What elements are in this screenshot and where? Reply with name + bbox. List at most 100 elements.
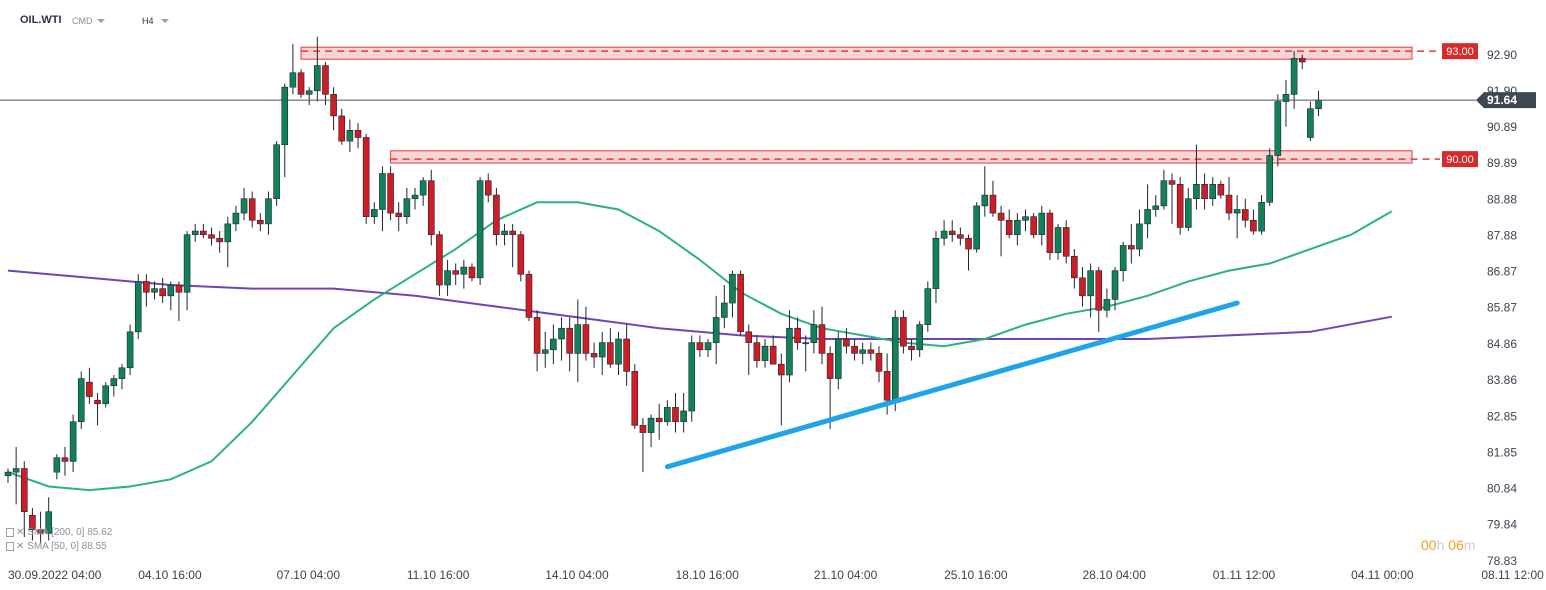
candle-body: [468, 266, 476, 279]
candle: [696, 335, 704, 357]
candle: [1119, 241, 1127, 282]
candle-body: [86, 381, 93, 397]
y-tick-label: 79.84: [1487, 518, 1517, 532]
candle: [94, 392, 101, 426]
candle: [1274, 94, 1282, 167]
x-tick-label: 25.10 16:00: [944, 568, 1008, 582]
symbol-name[interactable]: OIL.WTI: [20, 14, 62, 26]
close-icon[interactable]: ✕: [16, 541, 25, 552]
candle: [908, 339, 915, 361]
candle-body: [525, 273, 533, 318]
candle: [61, 446, 69, 476]
candle-body: [680, 410, 687, 423]
candle-body: [134, 281, 142, 333]
candle: [370, 202, 378, 224]
candle-body: [574, 324, 582, 354]
candle: [794, 317, 801, 350]
candle-body: [948, 230, 956, 235]
candle: [973, 202, 980, 253]
level-badge-label: 90.00: [1446, 154, 1474, 166]
support-trendline: [664, 300, 1240, 470]
y-tick-label: 89.89: [1487, 156, 1517, 170]
candle-body: [1005, 219, 1013, 235]
candle-body: [655, 417, 663, 423]
candle-body: [761, 345, 769, 361]
y-tick-label: 84.86: [1487, 337, 1517, 351]
candle-body: [1168, 180, 1176, 185]
chevron-down-icon[interactable]: [161, 19, 169, 23]
candle-body: [867, 349, 875, 354]
candle: [786, 310, 793, 383]
candle-body: [45, 511, 53, 534]
candle: [867, 342, 875, 361]
candle-body: [1290, 58, 1298, 95]
candle-body: [346, 130, 354, 142]
candle: [444, 259, 451, 296]
candle: [818, 306, 826, 365]
candle-body: [338, 115, 346, 142]
candle: [843, 328, 850, 354]
candle-body: [297, 72, 305, 95]
candle-body: [305, 90, 313, 95]
candle: [1079, 267, 1086, 307]
candle-body: [1185, 198, 1192, 228]
candle-body: [786, 327, 793, 376]
candle-body: [940, 230, 948, 239]
y-tick-label: 78.83: [1487, 554, 1517, 568]
candle: [623, 324, 630, 386]
timeframe-selector[interactable]: H4: [142, 16, 154, 26]
y-tick-label: 86.87: [1487, 265, 1517, 279]
x-tick-label: 04.11 00:00: [1351, 568, 1414, 582]
y-tick-label: 87.88: [1487, 228, 1517, 242]
candle-body: [330, 94, 337, 117]
candle-countdown: 00h 06m: [1421, 537, 1476, 553]
legend-params: [200, 0]: [51, 527, 85, 538]
candle: [1250, 209, 1257, 235]
candle: [1144, 184, 1151, 239]
candle-body: [1152, 205, 1160, 210]
candle-body: [476, 180, 484, 279]
candle: [1160, 169, 1168, 210]
candle: [338, 108, 346, 145]
indicator-icon[interactable]: [6, 541, 14, 551]
indicator-icon[interactable]: [6, 527, 14, 537]
candle-body: [1225, 194, 1233, 214]
candle: [1087, 263, 1094, 318]
legend-sma200: ✕ SMA [200, 0] 85.62: [6, 527, 112, 538]
y-tick-label: 85.87: [1487, 301, 1517, 315]
candle-body: [558, 327, 565, 340]
x-tick-label: 08.11 12:00: [1481, 568, 1544, 582]
candle-body: [729, 273, 736, 304]
candle-body: [159, 288, 166, 297]
candle-body: [981, 194, 989, 207]
candle-body: [102, 385, 109, 405]
candle-body: [1241, 209, 1249, 221]
candle-body: [395, 212, 403, 217]
candle-body: [240, 198, 248, 214]
chevron-down-icon[interactable]: [97, 19, 105, 23]
candle: [69, 414, 77, 473]
level-badge: [1442, 43, 1478, 60]
candle-body: [1136, 223, 1143, 250]
candle: [362, 133, 370, 224]
x-tick-label: 21.10 04:00: [814, 568, 878, 582]
x-tick-label: 30.09.2022 04:00: [8, 568, 102, 582]
close-icon[interactable]: ✕: [16, 527, 25, 538]
candle: [159, 277, 166, 304]
candle-body: [753, 342, 761, 361]
candle: [533, 310, 541, 372]
candle: [1054, 223, 1062, 260]
candle: [680, 392, 687, 433]
candle: [1282, 79, 1290, 127]
candle-body: [314, 65, 321, 92]
candle: [1298, 54, 1306, 70]
candle: [761, 339, 769, 368]
candle: [493, 187, 500, 246]
candle: [1241, 198, 1249, 228]
candle: [655, 403, 663, 440]
candle-body: [957, 234, 964, 239]
y-tick-label: 80.84: [1487, 482, 1517, 496]
candle: [1209, 177, 1217, 206]
candle-body: [1233, 209, 1241, 214]
